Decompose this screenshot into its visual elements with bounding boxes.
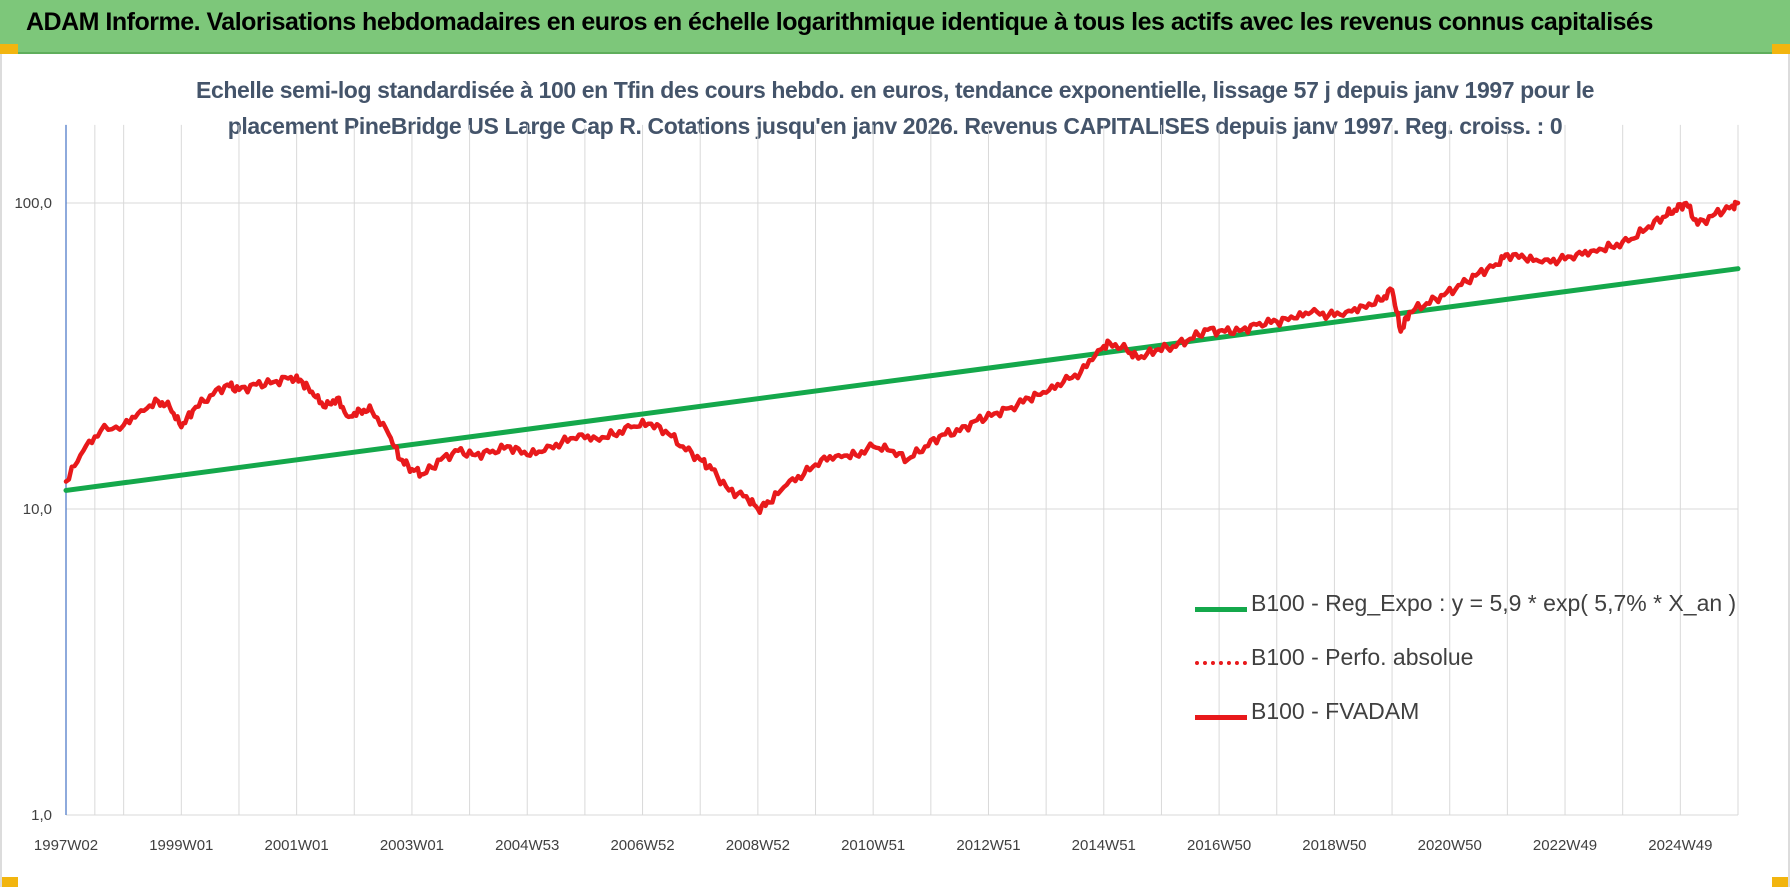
chart-plot: 1,0 10,0 100,0 1997W02 1999W01 2001W01 2003W01… xyxy=(14,124,1741,854)
legend-swatch-perfo xyxy=(1195,661,1247,665)
series-line-regression xyxy=(63,266,1741,493)
x-tick-label: 2004W53 xyxy=(495,837,559,854)
x-tick-label: 2010W51 xyxy=(841,837,905,854)
x-tick-label: 2014W51 xyxy=(1072,837,1136,854)
chart-title-line-1: Echelle semi-log standardisée à 100 en T… xyxy=(196,77,1594,103)
banner-title: ADAM Informe. Valorisations hebdomadaire… xyxy=(26,8,1653,36)
legend-swatch-fvadam xyxy=(1195,715,1247,720)
x-tick-label: 1999W01 xyxy=(149,837,213,854)
y-tick-label: 10,0 xyxy=(23,501,52,518)
corner-mark-bottom-left xyxy=(0,877,18,887)
x-tick-label: 2018W50 xyxy=(1302,837,1366,854)
corner-mark-bottom-right xyxy=(1772,877,1790,887)
series-line-fvadam xyxy=(63,199,1741,515)
x-tick-label: 2016W50 xyxy=(1187,837,1251,854)
x-tick-label: 1997W02 xyxy=(34,837,98,854)
x-tick-label: 2024W49 xyxy=(1648,837,1712,854)
title-banner: ADAM Informe. Valorisations hebdomadaire… xyxy=(0,0,1790,54)
corner-mark-right xyxy=(1772,44,1790,54)
legend-swatch-regression xyxy=(1195,607,1247,612)
legend-label-perfo: B100 - Perfo. absolue xyxy=(1251,644,1474,670)
chart-frame xyxy=(0,54,1790,887)
x-tick-label: 2012W51 xyxy=(956,837,1020,854)
chart-title-line-2: placement PineBridge US Large Cap R. Cot… xyxy=(227,113,1563,139)
x-tick-label: 2020W50 xyxy=(1418,837,1482,854)
x-tick-label: 2006W52 xyxy=(610,837,674,854)
x-tick-label: 2022W49 xyxy=(1533,837,1597,854)
y-tick-label: 1,0 xyxy=(31,807,52,824)
corner-mark-left xyxy=(0,44,18,54)
x-tick-label: 2003W01 xyxy=(380,837,444,854)
legend-label-regression: B100 - Reg_Expo : y = 5,9 * exp( 5,7% * … xyxy=(1251,590,1737,616)
y-tick-label: 100,0 xyxy=(14,195,52,212)
x-tick-label: 2008W52 xyxy=(726,837,790,854)
x-tick-label: 2001W01 xyxy=(265,837,329,854)
legend-label-fvadam: B100 - FVADAM xyxy=(1251,698,1420,724)
